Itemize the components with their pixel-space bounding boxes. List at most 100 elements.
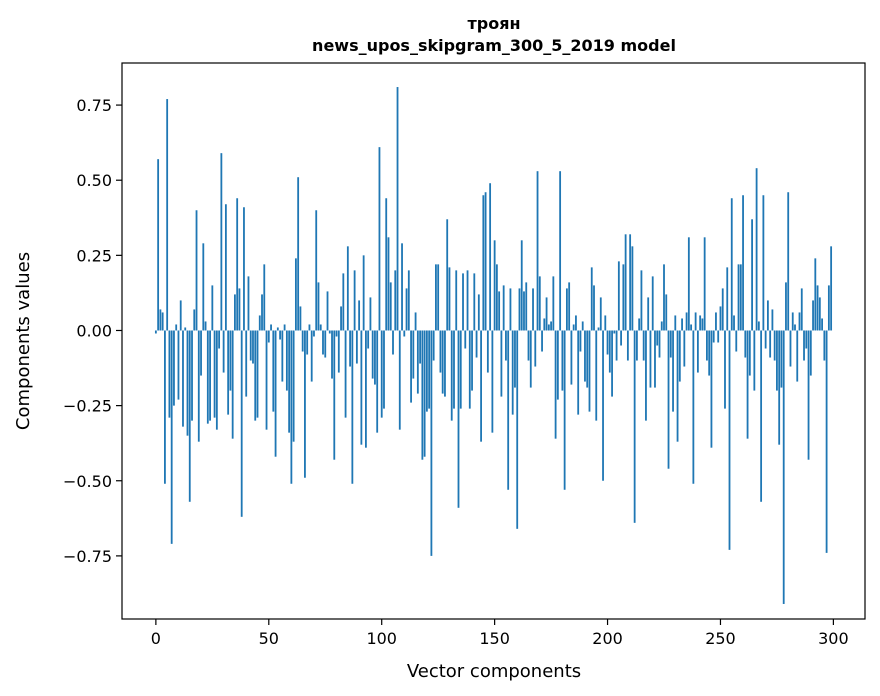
bar-61 xyxy=(292,330,295,442)
bar-82 xyxy=(340,306,342,331)
bar-135 xyxy=(459,330,462,409)
bar-212 xyxy=(633,330,636,523)
bar-149 xyxy=(491,330,494,433)
bar-25 xyxy=(211,285,214,331)
bar-264 xyxy=(751,219,753,331)
bar-286 xyxy=(800,288,803,331)
bar-215 xyxy=(640,270,643,331)
bar-277 xyxy=(780,330,783,388)
bar-218 xyxy=(647,297,650,331)
bar-80 xyxy=(335,330,338,337)
bar-265 xyxy=(753,330,756,391)
bar-92 xyxy=(362,255,365,331)
bar-138 xyxy=(466,270,469,331)
bar-214 xyxy=(638,318,641,331)
bar-217 xyxy=(645,330,647,421)
bar-97 xyxy=(374,330,376,385)
x-tick-label: 150 xyxy=(479,629,510,648)
bar-37 xyxy=(238,288,241,331)
y-axis-label: Components values xyxy=(13,252,34,430)
plot-frame xyxy=(121,62,866,620)
bar-125 xyxy=(437,264,440,331)
bar-121 xyxy=(428,330,431,409)
bar-194 xyxy=(593,285,595,331)
bar-166 xyxy=(529,330,532,388)
bar-236 xyxy=(687,237,690,331)
bar-157 xyxy=(509,288,512,331)
bar-296 xyxy=(823,330,826,361)
bar-188 xyxy=(579,330,582,352)
bar-211 xyxy=(631,246,634,331)
bar-178 xyxy=(556,330,559,400)
bar-134 xyxy=(457,330,460,508)
bar-50 xyxy=(267,330,270,343)
bar-259 xyxy=(739,264,742,331)
bar-76 xyxy=(326,291,329,331)
bar-100 xyxy=(380,330,383,418)
bar-83 xyxy=(342,273,345,331)
bar-4 xyxy=(164,330,166,484)
bar-126 xyxy=(439,330,442,373)
bar-281 xyxy=(789,330,792,367)
bar-228 xyxy=(669,330,672,358)
chart-title: троян xyxy=(467,14,520,33)
x-axis-label: Vector components xyxy=(407,661,581,682)
bar-54 xyxy=(276,327,279,331)
bar-284 xyxy=(796,330,799,382)
bar-187 xyxy=(577,330,580,415)
bar-44 xyxy=(254,330,257,421)
bar-128 xyxy=(444,330,446,397)
bar-202 xyxy=(611,330,613,397)
bar-17 xyxy=(193,309,196,331)
bar-53 xyxy=(274,330,277,457)
bar-147 xyxy=(486,330,489,373)
bar-287 xyxy=(803,330,805,361)
bar-257 xyxy=(735,330,738,352)
bar-225 xyxy=(663,264,665,331)
bar-81 xyxy=(337,330,340,373)
bar-288 xyxy=(805,330,808,349)
bar-267 xyxy=(757,321,760,331)
bar-12 xyxy=(182,330,184,427)
bar-283 xyxy=(794,324,796,331)
bar-199 xyxy=(604,315,607,331)
bar-95 xyxy=(369,297,372,331)
bar-184 xyxy=(570,330,573,385)
bar-28 xyxy=(218,330,221,349)
bar-132 xyxy=(453,330,455,409)
bar-89 xyxy=(355,330,358,364)
bar-254 xyxy=(728,330,731,550)
bar-114 xyxy=(412,330,415,379)
bar-289 xyxy=(807,330,810,460)
bar-179 xyxy=(559,171,562,331)
bar-108 xyxy=(398,330,401,430)
bar-250 xyxy=(719,306,722,331)
bar-208 xyxy=(624,234,627,331)
bar-8 xyxy=(173,330,175,406)
bar-191 xyxy=(586,330,589,388)
bar-213 xyxy=(636,330,638,361)
bar-84 xyxy=(344,330,347,418)
bar-22 xyxy=(204,321,207,331)
bar-295 xyxy=(821,318,823,331)
bar-291 xyxy=(812,300,814,331)
bar-26 xyxy=(213,330,216,418)
y-tick-label: −0.50 xyxy=(63,472,112,491)
bar-59 xyxy=(288,330,291,433)
bar-200 xyxy=(606,330,609,355)
bar-70 xyxy=(313,330,315,337)
bar-244 xyxy=(706,330,708,361)
bar-168 xyxy=(534,330,537,367)
bar-30 xyxy=(222,330,225,373)
bar-240 xyxy=(696,330,699,373)
bar-99 xyxy=(378,147,381,331)
bar-260 xyxy=(742,195,744,331)
bar-274 xyxy=(773,330,776,361)
bar-86 xyxy=(349,330,351,367)
bar-232 xyxy=(678,330,681,382)
x-axis-ticks: 0 50 100 150 200 250 300 xyxy=(151,619,849,648)
y-tick-label: −0.75 xyxy=(63,547,112,566)
bar-161 xyxy=(518,288,521,331)
bar-74 xyxy=(322,330,324,355)
bars-group xyxy=(154,87,833,604)
